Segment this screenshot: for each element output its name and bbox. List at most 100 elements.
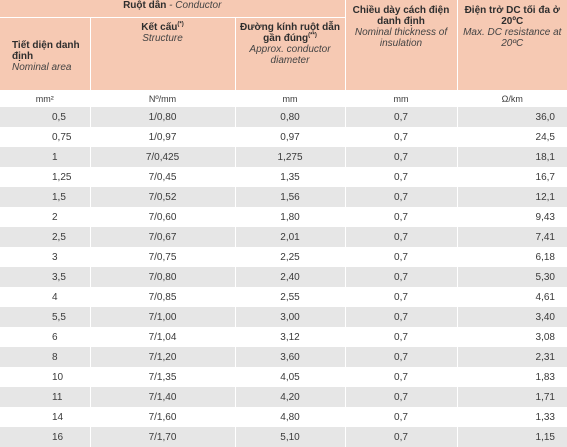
cell-diameter: 1,80: [235, 207, 345, 227]
nominal-area-header: Tiết diện danh định Nominal area: [0, 18, 90, 91]
unit-cell-structure: Nº/mm: [90, 90, 235, 107]
area-label-vn: Tiết diện danh định: [12, 40, 90, 62]
cell-nominal-area: 14: [0, 407, 90, 427]
cell-diameter: 1,275: [235, 147, 345, 167]
cell-diameter: 2,40: [235, 267, 345, 287]
unit-cell-diameter: mm: [235, 90, 345, 107]
cell-structure: 7/1,70: [90, 427, 235, 447]
cell-insulation: 0,7: [345, 327, 457, 347]
cell-resistance: 3,08: [457, 327, 567, 347]
cell-nominal-area: 1,5: [0, 187, 90, 207]
cell-resistance: 9,43: [457, 207, 567, 227]
cell-structure: 1/0,80: [90, 107, 235, 127]
cell-nominal-area: 5,5: [0, 307, 90, 327]
structure-label-vn: Kết cấu(*): [91, 22, 235, 33]
cell-nominal-area: 3,5: [0, 267, 90, 287]
area-label-en: Nominal area: [12, 62, 90, 73]
cell-resistance: 1,83: [457, 367, 567, 387]
cell-insulation: 0,7: [345, 427, 457, 447]
cell-diameter: 5,10: [235, 427, 345, 447]
cell-resistance: 1,71: [457, 387, 567, 407]
conductor-label-en: Conductor: [175, 0, 221, 11]
cell-insulation: 0,7: [345, 247, 457, 267]
cell-nominal-area: 8: [0, 347, 90, 367]
resistance-label-en: Max. DC resistance at 20ºC: [458, 27, 567, 49]
cell-nominal-area: 0,5: [0, 107, 90, 127]
cell-diameter: 4,20: [235, 387, 345, 407]
cell-diameter: 2,25: [235, 247, 345, 267]
header-row-group: Ruột dẫn - Conductor Chiều dày cách điện…: [0, 0, 567, 18]
cell-diameter: 2,01: [235, 227, 345, 247]
cell-diameter: 3,60: [235, 347, 345, 367]
unit-cell-insulation: mm: [345, 90, 457, 107]
structure-footnote-mark: (*): [177, 22, 183, 28]
structure-header: Kết cấu(*) Structure: [90, 18, 235, 91]
table-header: Ruột dẫn - Conductor Chiều dày cách điện…: [0, 0, 567, 90]
cell-resistance: 6,18: [457, 247, 567, 267]
cell-insulation: 0,7: [345, 367, 457, 387]
cell-resistance: 18,1: [457, 147, 567, 167]
cell-structure: 1/0,97: [90, 127, 235, 147]
cell-structure: 7/1,35: [90, 367, 235, 387]
cell-structure: 7/1,60: [90, 407, 235, 427]
cell-diameter: 1,35: [235, 167, 345, 187]
cell-diameter: 4,05: [235, 367, 345, 387]
cell-insulation: 0,7: [345, 107, 457, 127]
cell-insulation: 0,7: [345, 387, 457, 407]
cell-insulation: 0,7: [345, 227, 457, 247]
cell-resistance: 1,33: [457, 407, 567, 427]
cell-insulation: 0,7: [345, 287, 457, 307]
insulation-label-vn: Chiều dày cách điện danh định: [346, 5, 457, 27]
cell-insulation: 0,7: [345, 267, 457, 287]
cell-resistance: 24,5: [457, 127, 567, 147]
cell-structure: 7/1,04: [90, 327, 235, 347]
unit-row: mm² Nº/mm mm mm Ω/km: [0, 90, 567, 107]
cell-structure: 7/1,00: [90, 307, 235, 327]
diameter-footnote-mark: (**): [308, 33, 317, 39]
resistance-label-vn: Điện trở DC tối đa ở 20ºC: [458, 5, 567, 27]
cell-diameter: 1,56: [235, 187, 345, 207]
cell-diameter: 2,55: [235, 287, 345, 307]
cell-structure: 7/1,40: [90, 387, 235, 407]
cell-nominal-area: 10: [0, 367, 90, 387]
cell-structure: 7/0,75: [90, 247, 235, 267]
cell-nominal-area: 3: [0, 247, 90, 267]
cell-structure: 7/1,20: [90, 347, 235, 367]
cell-structure: 7/0,52: [90, 187, 235, 207]
diameter-label-en: Approx. conductor diameter: [236, 44, 345, 66]
unit-cell-resistance: Ω/km: [457, 90, 567, 107]
cell-resistance: 2,31: [457, 347, 567, 367]
diameter-header: Đường kính ruột dẫn gần đúng(**) Approx.…: [235, 18, 345, 91]
cell-resistance: 1,15: [457, 427, 567, 447]
cell-insulation: 0,7: [345, 207, 457, 227]
cell-nominal-area: 6: [0, 327, 90, 347]
cell-diameter: 0,97: [235, 127, 345, 147]
cell-nominal-area: 11: [0, 387, 90, 407]
conductor-group-header: Ruột dẫn - Conductor: [0, 0, 345, 18]
cell-insulation: 0,7: [345, 127, 457, 147]
cell-insulation: 0,7: [345, 167, 457, 187]
cell-structure: 7/0,425: [90, 147, 235, 167]
cell-nominal-area: 0,75: [0, 127, 90, 147]
cell-insulation: 0,7: [345, 347, 457, 367]
cell-insulation: 0,7: [345, 187, 457, 207]
conductor-label-vn: Ruột dẫn: [123, 0, 166, 11]
cell-diameter: 3,00: [235, 307, 345, 327]
cell-structure: 7/0,60: [90, 207, 235, 227]
structure-label-text: Kết cấu: [141, 22, 177, 33]
diameter-label-text: Đường kính ruột dẫn gần đúng: [240, 22, 340, 44]
cell-structure: 7/0,67: [90, 227, 235, 247]
cell-insulation: 0,7: [345, 407, 457, 427]
cell-diameter: 4,80: [235, 407, 345, 427]
